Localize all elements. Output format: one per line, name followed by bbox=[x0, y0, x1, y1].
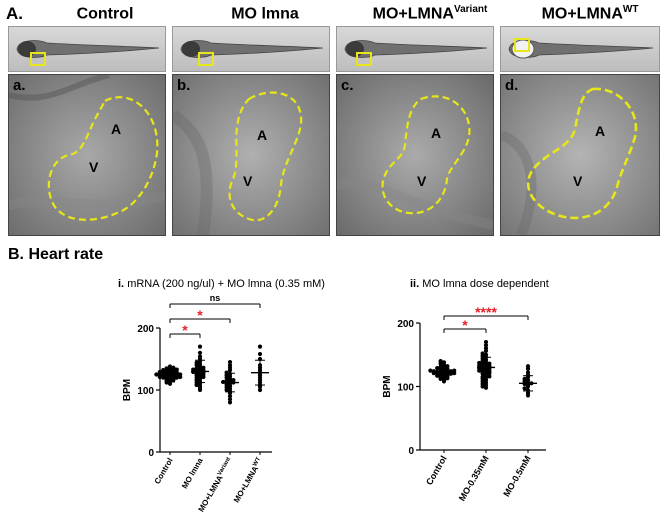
zebrafish-image-mo-lmna-variant bbox=[336, 26, 494, 72]
data-point bbox=[194, 360, 199, 365]
panel-a-label: A. bbox=[6, 4, 23, 23]
x-tick-label: MO lmna bbox=[180, 456, 205, 490]
data-point bbox=[167, 364, 173, 369]
data-point bbox=[522, 376, 527, 381]
ventricle-label: V bbox=[417, 173, 427, 189]
column-title-control: Control bbox=[76, 5, 134, 23]
column-title-mo-lmna-variant: MO+LMNAVariant bbox=[372, 4, 488, 23]
zebrafish-image-mo-lmna bbox=[172, 26, 330, 72]
ventricle-label: V bbox=[573, 173, 583, 189]
data-point bbox=[452, 368, 457, 373]
atrium-label: A bbox=[111, 121, 122, 137]
data-point bbox=[191, 367, 196, 372]
ventricle-label: V bbox=[243, 173, 253, 189]
x-tick-label: MO-0.5mM bbox=[501, 454, 532, 498]
selection-box bbox=[514, 38, 530, 52]
data-point bbox=[154, 372, 159, 377]
data-point bbox=[483, 339, 489, 345]
data-point bbox=[487, 361, 492, 366]
data-point bbox=[431, 369, 436, 374]
y-tick-label: 100 bbox=[397, 383, 414, 394]
data-point bbox=[174, 370, 179, 375]
significance-label: ns bbox=[210, 293, 221, 303]
y-axis-label: BPM bbox=[122, 379, 133, 401]
data-point bbox=[157, 373, 162, 378]
atrium-label: A bbox=[257, 127, 268, 143]
data-point bbox=[227, 400, 233, 405]
chart-title-i: i. mRNA (200 ng/ul) + MO lmna (0.35 mM) bbox=[118, 278, 325, 290]
data-point bbox=[201, 365, 206, 370]
data-point bbox=[224, 370, 229, 375]
selection-box bbox=[30, 52, 46, 66]
data-point bbox=[477, 360, 482, 366]
y-tick-label: 0 bbox=[408, 446, 414, 457]
image-letter-a: a. bbox=[13, 77, 26, 94]
data-point bbox=[197, 344, 203, 349]
significance-label: **** bbox=[475, 304, 497, 320]
data-point bbox=[231, 377, 236, 383]
data-point bbox=[164, 369, 169, 374]
data-point bbox=[257, 344, 263, 349]
data-point bbox=[178, 372, 183, 377]
image-letter-b: b. bbox=[177, 77, 191, 94]
data-point bbox=[480, 351, 485, 356]
heart-image-d: d. A V bbox=[500, 74, 660, 236]
data-point bbox=[480, 362, 485, 367]
data-point bbox=[522, 386, 527, 391]
data-point bbox=[227, 394, 233, 399]
column-title-mo-lmna-wt: MO+LMNAWT bbox=[541, 4, 639, 23]
data-point bbox=[525, 364, 531, 369]
data-point bbox=[483, 343, 489, 348]
ventricle-label: V bbox=[89, 159, 99, 175]
data-point bbox=[227, 397, 233, 402]
x-tick-label: Control bbox=[424, 454, 449, 487]
data-point bbox=[161, 368, 166, 373]
y-tick-label: 100 bbox=[137, 386, 154, 397]
data-point bbox=[224, 378, 229, 383]
chart-title-ii: ii. MO lmna dose dependent bbox=[410, 278, 549, 290]
atrium-label: A bbox=[595, 123, 606, 139]
data-point bbox=[227, 360, 233, 365]
y-tick-label: 0 bbox=[148, 448, 154, 459]
data-point bbox=[157, 369, 162, 375]
x-tick-label: MO-0.35mM bbox=[457, 454, 491, 503]
data-point bbox=[227, 363, 233, 368]
significance-label: * bbox=[182, 322, 188, 338]
data-point bbox=[438, 359, 443, 364]
significance-label: * bbox=[197, 307, 203, 323]
data-point bbox=[428, 368, 433, 373]
panel-b-title: B. Heart rate bbox=[8, 246, 104, 263]
zebrafish-image-control bbox=[8, 26, 166, 72]
data-point bbox=[483, 346, 489, 351]
data-point bbox=[194, 366, 199, 371]
data-point bbox=[171, 365, 176, 370]
data-point bbox=[441, 360, 447, 365]
selection-box bbox=[356, 52, 372, 66]
y-axis-label: BPM bbox=[382, 375, 393, 397]
atrium-label: A bbox=[431, 125, 442, 141]
heart-image-a: a. A V bbox=[8, 74, 166, 236]
significance-label: * bbox=[462, 317, 468, 333]
image-letter-c: c. bbox=[341, 77, 354, 94]
x-tick-label: Control bbox=[153, 457, 175, 486]
data-point bbox=[483, 352, 489, 357]
data-point bbox=[257, 351, 263, 357]
zebrafish-image-mo-lmna-wt bbox=[500, 26, 660, 72]
data-point bbox=[257, 387, 263, 393]
y-tick-label: 200 bbox=[137, 324, 154, 335]
image-letter-d: d. bbox=[505, 77, 519, 94]
y-tick-label: 200 bbox=[397, 319, 414, 330]
column-title-mo-lmna: MO lmna bbox=[231, 5, 299, 23]
heart-image-c: c. A V bbox=[336, 74, 494, 236]
heart-image-b: b. A V bbox=[172, 74, 330, 236]
data-point bbox=[435, 365, 440, 371]
data-point bbox=[197, 354, 203, 359]
data-point bbox=[197, 350, 203, 355]
selection-box bbox=[198, 52, 214, 66]
data-point bbox=[174, 367, 179, 372]
x-tick-label: MO+LMNAWT bbox=[232, 456, 265, 504]
data-point bbox=[525, 370, 531, 375]
